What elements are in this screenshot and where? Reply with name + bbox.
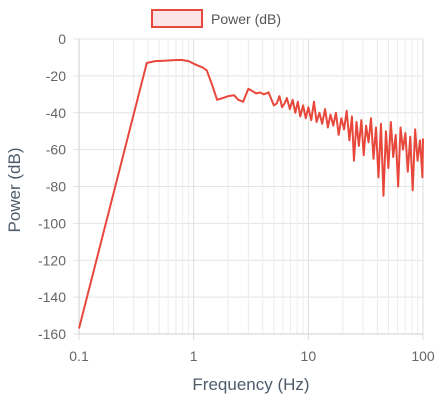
y-axis-ticks: 0 -20 -40 -60 -80 -100 -120 -140 -160 [38,31,66,342]
y-tick-label: -120 [38,252,66,268]
x-tick-label: 1 [190,348,198,364]
y-tick-label: -160 [38,326,66,342]
y-tick-label: -40 [46,105,66,121]
x-tick-label: 100 [411,348,435,364]
y-tick-label: 0 [58,31,66,47]
legend-label: Power (dB) [211,11,281,27]
legend[interactable]: Power (dB) [151,9,281,28]
x-axis-ticks: 0.1 1 10 100 [69,348,435,364]
y-axis-title: Power (dB) [5,147,24,232]
series-line-power [78,58,424,329]
x-tick-label: 0.1 [69,348,89,364]
legend-swatch [151,9,203,28]
y-tick-label: -80 [46,179,66,195]
series-layer [78,58,424,329]
y-tick-label: -20 [46,68,66,84]
y-tick-label: -60 [46,142,66,158]
y-tick-label: -100 [38,215,66,231]
x-tick-label: 10 [301,348,317,364]
x-axis-title: Frequency (Hz) [192,375,309,394]
grid-lines [73,38,424,340]
y-tick-label: -140 [38,289,66,305]
